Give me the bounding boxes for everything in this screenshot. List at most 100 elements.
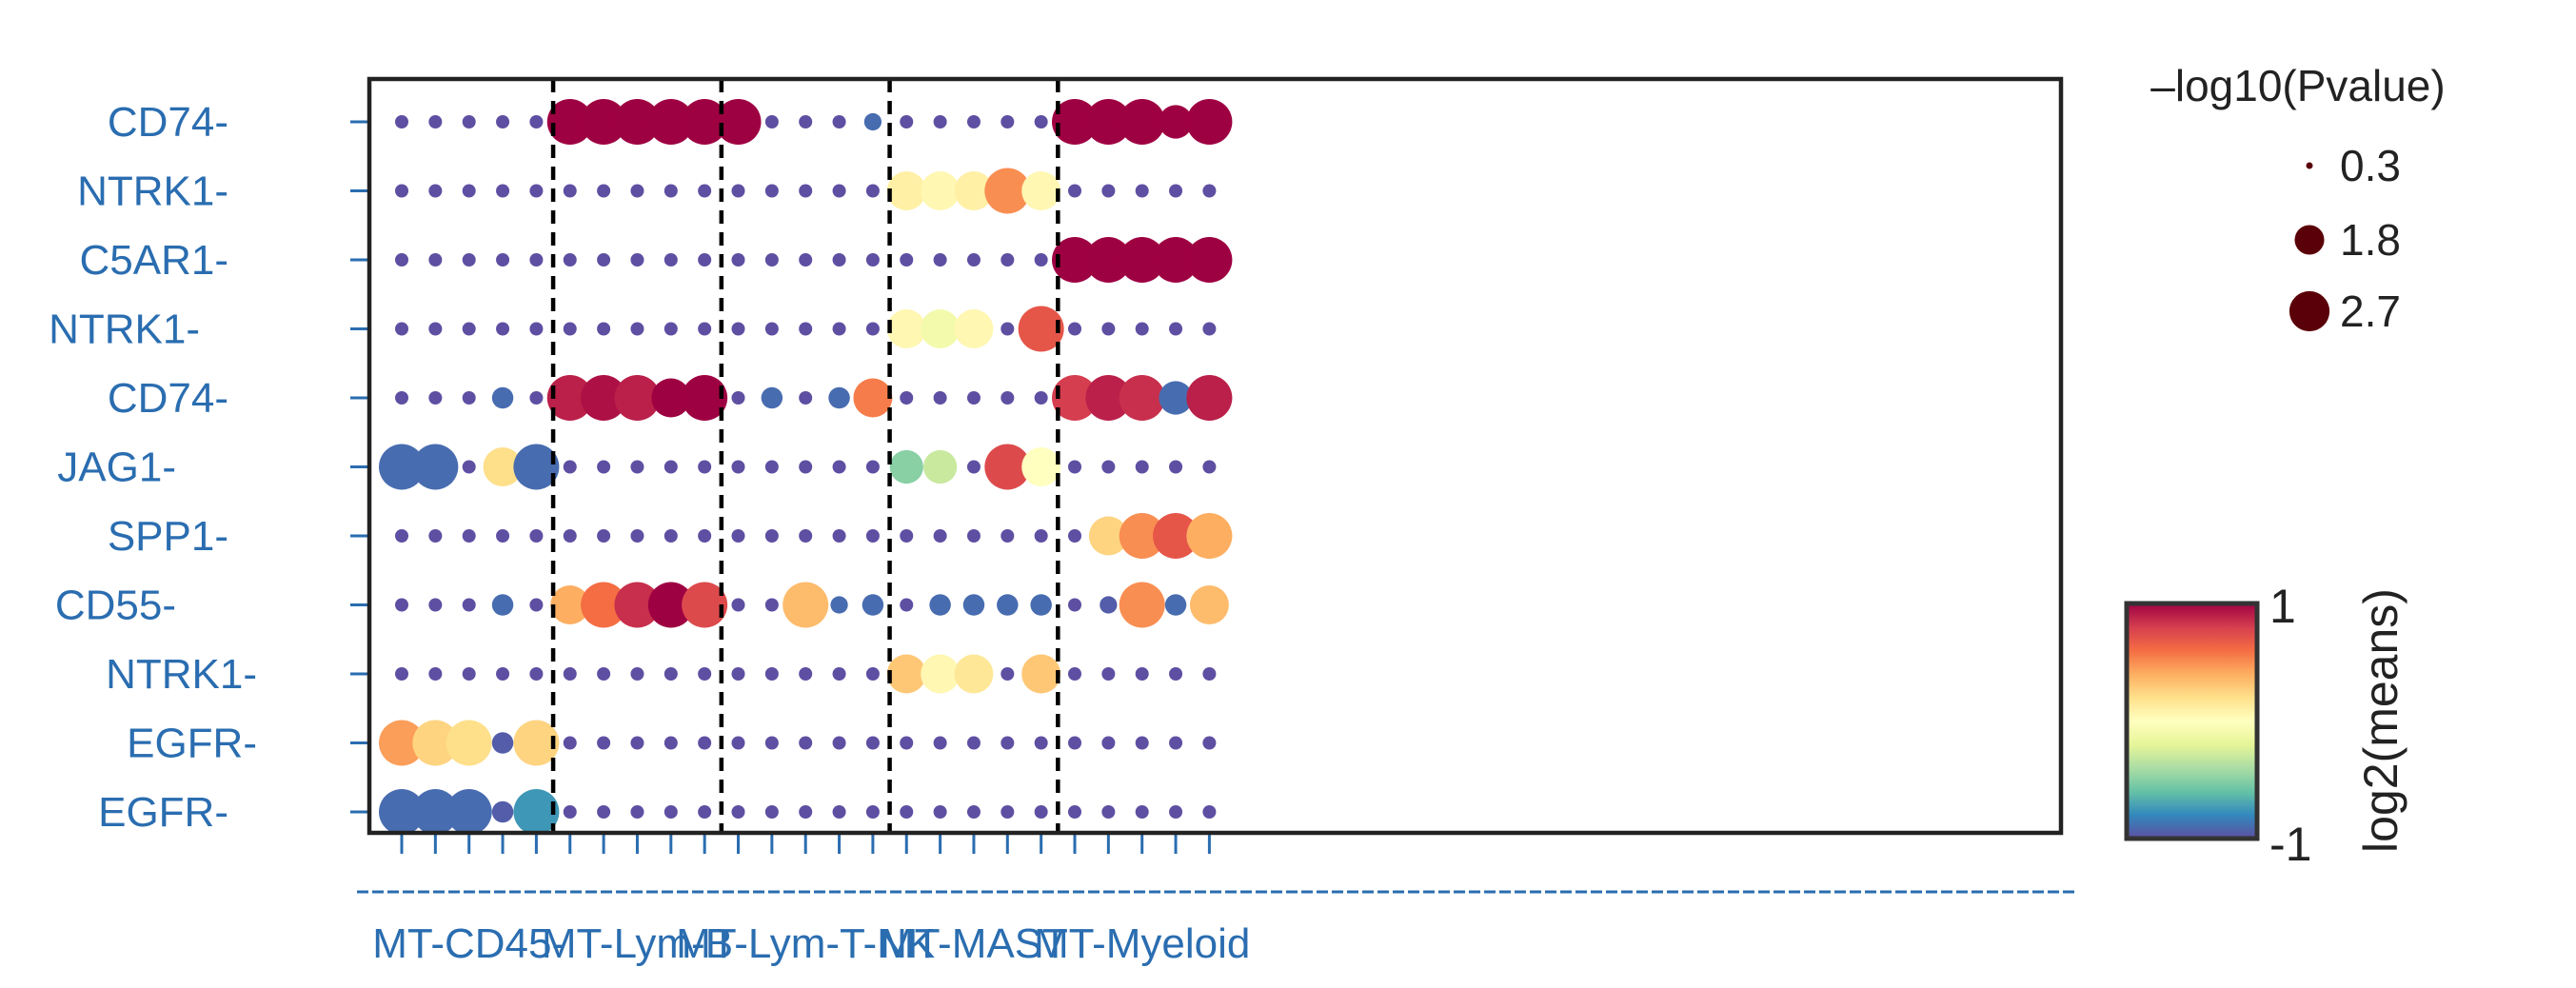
- dot-0-6: [581, 99, 627, 145]
- dot-4-24: [1186, 375, 1233, 421]
- dot-5-22: [1135, 460, 1149, 474]
- dot-9-17: [966, 736, 981, 750]
- dot-5-0: [379, 444, 425, 490]
- dot-1-9: [698, 184, 712, 198]
- dot-9-20: [1068, 736, 1081, 750]
- dot-10-19: [1034, 805, 1048, 819]
- colorbar: [2124, 601, 2260, 841]
- dot-4-6: [581, 375, 627, 421]
- dot-2-9: [698, 253, 712, 267]
- dot-7-9: [682, 582, 728, 628]
- dot-6-8: [664, 529, 678, 543]
- dot-3-0: [395, 322, 408, 336]
- dot-10-3: [491, 800, 514, 823]
- dot-3-7: [630, 322, 644, 336]
- dot-4-10: [731, 391, 745, 405]
- dot-7-3: [491, 594, 514, 616]
- size-legend-dot: [2289, 290, 2330, 332]
- dot-5-13: [832, 460, 846, 474]
- dot-7-8: [647, 582, 694, 628]
- dot-7-5: [550, 585, 590, 624]
- dot-6-2: [462, 529, 476, 543]
- dot-2-22: [1119, 237, 1165, 283]
- dot-5-1: [412, 444, 459, 490]
- dot-7-2: [462, 598, 476, 612]
- dot-10-22: [1135, 805, 1149, 819]
- dot-10-23: [1169, 805, 1183, 819]
- size-legend: –log10(Pvalue) 0.3 1.8 2.7: [2150, 61, 2445, 336]
- dot-9-5: [563, 736, 577, 750]
- dot-0-8: [647, 99, 694, 145]
- dot-5-19: [1021, 447, 1061, 486]
- dot-3-9: [698, 322, 712, 336]
- size-legend-dot: [2294, 225, 2325, 255]
- dot-2-11: [764, 253, 779, 267]
- dot-7-15: [900, 598, 914, 612]
- dot-7-21: [1100, 596, 1118, 614]
- dot-4-19: [1034, 391, 1048, 405]
- dot-5-2: [462, 460, 476, 474]
- dot-9-18: [1001, 736, 1015, 750]
- dot-1-20: [1068, 184, 1081, 198]
- dot-4-0: [395, 391, 408, 405]
- dot-8-11: [764, 667, 779, 681]
- dot-8-8: [664, 667, 678, 681]
- dot-8-9: [698, 667, 712, 681]
- dot-3-1: [428, 322, 443, 336]
- row-label: NTRK1-: [77, 168, 228, 215]
- dot-3-16: [921, 309, 961, 348]
- size-legend-label: 0.3: [2340, 141, 2401, 190]
- color-legend: 1 -1 log2(means): [2124, 580, 2408, 871]
- dot-0-24: [1186, 99, 1233, 145]
- dot-7-4: [529, 598, 544, 612]
- dot-5-12: [799, 460, 813, 474]
- dot-7-20: [1068, 598, 1081, 612]
- dot-4-2: [462, 391, 476, 405]
- dot-2-10: [731, 253, 745, 267]
- dot-9-1: [412, 720, 459, 766]
- dot-7-18: [997, 594, 1019, 616]
- dot-7-23: [1164, 594, 1187, 616]
- size-legend-dot: [2306, 162, 2313, 169]
- dot-3-23: [1169, 322, 1183, 336]
- dot-3-6: [597, 322, 611, 336]
- dot-5-10: [731, 460, 745, 474]
- dot-2-16: [933, 253, 947, 267]
- dot-8-6: [597, 667, 611, 681]
- dot-3-3: [496, 322, 510, 336]
- dot-10-21: [1101, 805, 1116, 819]
- dot-4-18: [1001, 391, 1015, 405]
- dot-8-14: [865, 667, 880, 681]
- dot-1-17: [954, 171, 994, 210]
- dot-3-10: [731, 322, 745, 336]
- dot-2-24: [1186, 237, 1233, 283]
- dot-6-11: [764, 529, 779, 543]
- colorbar-min-label: -1: [2269, 818, 2311, 871]
- dot-9-16: [933, 736, 947, 750]
- dot-6-5: [563, 529, 577, 543]
- dot-4-20: [1052, 375, 1098, 421]
- row-label: SPP1-: [108, 513, 228, 560]
- dot-2-15: [900, 253, 914, 267]
- dot-2-5: [563, 253, 577, 267]
- dot-10-20: [1068, 805, 1081, 819]
- dot-9-11: [764, 736, 779, 750]
- dot-0-11: [764, 115, 779, 128]
- dot-3-20: [1068, 322, 1081, 336]
- dot-8-3: [496, 667, 510, 681]
- dot-4-9: [682, 375, 728, 421]
- dot-10-0: [379, 789, 425, 835]
- dot-2-23: [1153, 237, 1199, 283]
- dot-3-12: [799, 322, 813, 336]
- dot-10-12: [799, 805, 813, 819]
- dot-4-11: [761, 386, 783, 409]
- dot-4-13: [828, 386, 850, 409]
- dot-9-14: [865, 736, 880, 750]
- dot-3-11: [764, 322, 779, 336]
- dot-8-20: [1068, 667, 1081, 681]
- dot-3-13: [832, 322, 846, 336]
- dot-0-13: [832, 115, 846, 128]
- group-label: MT-MAST: [880, 920, 1068, 967]
- dot-0-16: [933, 115, 947, 128]
